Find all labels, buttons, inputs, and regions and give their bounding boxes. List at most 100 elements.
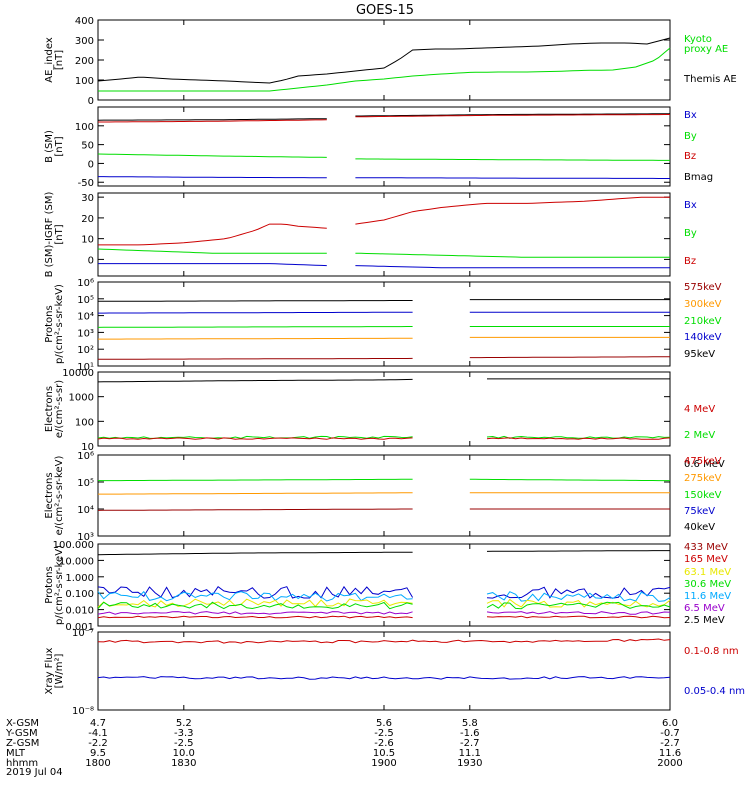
- legend-entry: Bx: [684, 200, 697, 211]
- series-line-2: [97, 585, 671, 599]
- footer-value: -2.5: [174, 738, 194, 749]
- footer-value: -2.5: [374, 728, 394, 739]
- series-line-3: [97, 590, 671, 602]
- legend-entry: 0.1-0.8 nm: [684, 646, 739, 657]
- series-line-3: [97, 326, 670, 328]
- y-tick-label: 1.000: [65, 573, 94, 584]
- legend-entry: 433 MeV: [684, 542, 728, 553]
- y-axis-label: Electrons: [44, 386, 55, 432]
- legend-entry: 0.6 MeV: [684, 459, 725, 470]
- series-line-5: [97, 601, 671, 610]
- y-tick-label: 10: [81, 235, 94, 246]
- y-tick-label: -50: [78, 178, 94, 189]
- legend-entry: 140keV: [684, 332, 722, 343]
- series-line-4: [98, 336, 670, 340]
- y-axis-label: Protons: [44, 305, 55, 342]
- y-tick-label: 10000: [62, 368, 94, 379]
- panel-frame: [97, 371, 671, 447]
- legend-entry: By: [684, 131, 697, 142]
- panel-frame: [97, 281, 671, 367]
- footer-row-label: hhmm: [6, 758, 38, 769]
- legend-entry: 150keV: [684, 490, 722, 501]
- legend-entry: 40keV: [684, 522, 715, 533]
- y-tick-label: 200: [75, 56, 94, 67]
- legend-entry: 30.6 MeV: [684, 579, 731, 590]
- series-line-3: [97, 437, 671, 440]
- series-line-6: [97, 611, 671, 615]
- y-tick-label: 300: [75, 36, 94, 47]
- y-axis-label: [W/m²]: [54, 653, 65, 688]
- series-line-2: [98, 47, 671, 92]
- footer-value: -4.1: [88, 728, 108, 739]
- footer-row-label: Z-GSM: [6, 738, 39, 749]
- legend-entry: Bmag: [684, 172, 713, 183]
- y-tick-label: 10: [81, 442, 94, 453]
- y-tick-label: 0: [88, 159, 94, 170]
- y-tick-label: 10.000: [59, 556, 94, 567]
- y-tick-label: 10¹: [77, 362, 94, 373]
- panel-4: 10¹ 10² 10³ 10⁴ 10⁵ 10⁶ Protons p/(cm²-s-sr-keV…: [44, 278, 722, 373]
- footer-value: -2.6: [374, 738, 394, 749]
- legend-entry: By: [684, 228, 697, 239]
- legend-entry: 63.1 MeV: [684, 567, 731, 578]
- series-line-2: [97, 248, 670, 258]
- footer-row-label: X-GSM: [6, 718, 39, 729]
- y-axis-label: p/(cm²-s-sr-keV): [54, 545, 65, 625]
- y-axis-label: p/(cm²-s-sr-keV): [54, 284, 65, 364]
- footer-value: 1900: [371, 758, 396, 769]
- y-tick-label: 10³: [77, 532, 94, 543]
- footer-value: 10.5: [373, 748, 395, 759]
- legend-entry: Bz: [684, 151, 696, 162]
- series-line-1: [97, 550, 670, 556]
- series-line-7: [97, 615, 671, 619]
- series-line-1: [97, 113, 670, 121]
- footer-value: -2.2: [88, 738, 108, 749]
- series-line-2: [97, 676, 671, 680]
- y-tick-label: 10⁴: [77, 312, 94, 323]
- y-tick-label: 100: [75, 417, 94, 428]
- footer-value: 4.7: [90, 718, 106, 729]
- y-axis-label: B (SM): [44, 130, 55, 163]
- series-line-1: [97, 638, 671, 644]
- panel-3: 0 10 20 30 B (SM)-IGRF (SM) [nT] Bx By Bz: [44, 192, 697, 278]
- y-tick-label: 10⁻⁸: [72, 706, 94, 717]
- y-tick-label: 0.100: [65, 589, 94, 600]
- y-axis-label: e/(cm²-s-sr): [54, 380, 65, 438]
- footer-value: -0.7: [660, 728, 680, 739]
- y-tick-label: 100.000: [53, 540, 94, 551]
- y-tick-label: 10²: [77, 345, 94, 356]
- legend-entry: Themis AE: [683, 74, 737, 85]
- series-line-5: [98, 356, 670, 360]
- legend-entry: 475keV: [684, 456, 722, 467]
- y-tick-label: 400: [75, 16, 94, 27]
- panel-2: -50 0 50 100 B (SM) [nT] Bx By Bz Bmag: [44, 106, 713, 189]
- footer-value: 9.5: [90, 748, 106, 759]
- legend-entry: 2.5 MeV: [684, 615, 725, 626]
- footer-group: X-GSM 4.7 5.2 5.6 5.8 6.0Y-GSM -4.1 -3.3 -2.5 -1.…: [5, 718, 683, 769]
- series-line-1: [98, 196, 670, 246]
- legend-entry: 275keV: [684, 473, 722, 484]
- footer-value: 5.6: [376, 718, 392, 729]
- footer-row-label: MLT: [6, 748, 26, 759]
- y-axis-label: Xray Flux: [44, 647, 55, 694]
- date-label: 2019 Jul 04: [6, 767, 63, 778]
- footer-value: 11.6: [659, 748, 681, 759]
- y-axis-label: Protons: [44, 566, 55, 603]
- panel-7: 0.001 0.010 0.100 1.000 10.000 100.000 Protons…: [44, 540, 731, 633]
- legend-entry: Bx: [684, 110, 697, 121]
- legend-entry: 210keV: [684, 316, 722, 327]
- legend-entry: 575keV: [684, 282, 722, 293]
- legend-entry: 300keV: [684, 299, 722, 310]
- series-line-2: [98, 114, 670, 123]
- y-tick-label: 0.010: [65, 606, 94, 617]
- y-axis-label: [nT]: [54, 136, 65, 156]
- series-line-1: [97, 378, 670, 383]
- footer-value: 2000: [657, 758, 682, 769]
- footer-value: -2.7: [460, 738, 480, 749]
- footer-row-label: Y-GSM: [5, 728, 38, 739]
- y-tick-label: 30: [81, 193, 94, 204]
- series-line-3: [97, 508, 670, 511]
- legend-entry: 0.05-0.4 nm: [684, 686, 745, 697]
